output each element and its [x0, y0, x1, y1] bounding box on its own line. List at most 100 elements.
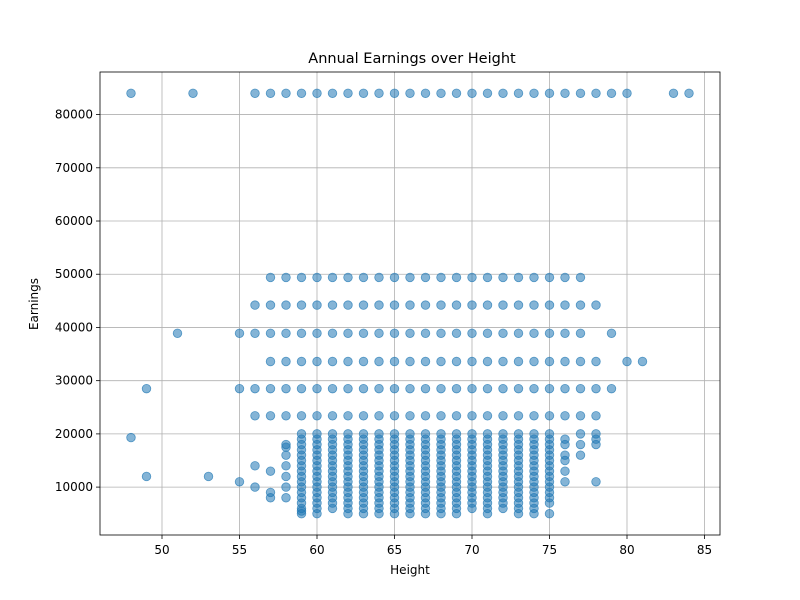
- data-point: [436, 300, 446, 310]
- data-point: [436, 272, 446, 283]
- data-point: [575, 356, 586, 367]
- data-point: [467, 300, 477, 310]
- data-point: [622, 88, 632, 98]
- data-point: [358, 411, 369, 421]
- data-point: [281, 356, 291, 367]
- data-point: [420, 300, 431, 310]
- data-point: [172, 328, 183, 339]
- data-point: [389, 383, 400, 394]
- y-tick-label: 20000: [55, 427, 93, 441]
- data-point: [513, 328, 524, 339]
- data-point: [296, 429, 307, 439]
- data-point: [544, 429, 555, 439]
- data-point: [482, 272, 493, 283]
- y-tick-label: 10000: [55, 480, 93, 494]
- data-point: [560, 434, 570, 444]
- data-point: [126, 432, 136, 443]
- data-point: [560, 450, 570, 460]
- data-point: [436, 429, 446, 439]
- data-point: [312, 429, 322, 439]
- data-point: [513, 429, 524, 439]
- data-point: [374, 383, 384, 394]
- data-point: [606, 88, 617, 98]
- y-tick-label: 40000: [55, 320, 93, 334]
- data-point: [575, 300, 586, 310]
- data-point: [312, 383, 322, 394]
- data-point: [343, 88, 353, 98]
- data-point: [467, 411, 477, 421]
- data-point: [498, 383, 508, 394]
- data-point: [312, 356, 322, 367]
- y-tick-label: 60000: [55, 214, 93, 228]
- data-point: [529, 272, 539, 283]
- data-point: [606, 328, 617, 339]
- data-point: [560, 477, 570, 487]
- data-point: [405, 411, 415, 421]
- data-point: [327, 411, 338, 421]
- data-point: [529, 429, 539, 439]
- data-point: [513, 272, 524, 283]
- data-point: [281, 88, 291, 98]
- data-point: [234, 477, 245, 487]
- x-tick-label: 60: [309, 543, 324, 557]
- data-point: [374, 328, 384, 339]
- data-point: [591, 411, 601, 421]
- data-point: [436, 88, 446, 98]
- data-point: [575, 328, 586, 339]
- data-point: [498, 328, 508, 339]
- data-point: [389, 88, 400, 98]
- data-point: [560, 383, 570, 394]
- data-point: [296, 272, 307, 283]
- data-point: [281, 328, 291, 339]
- data-point: [281, 383, 291, 394]
- data-point: [358, 356, 369, 367]
- data-point: [575, 88, 586, 98]
- data-point: [591, 383, 601, 394]
- data-point: [312, 411, 322, 421]
- data-point: [529, 300, 539, 310]
- data-point: [296, 411, 307, 421]
- data-point: [358, 272, 369, 283]
- data-point: [529, 411, 539, 421]
- data-point: [451, 88, 462, 98]
- x-tick-label: 80: [619, 543, 634, 557]
- data-point: [188, 88, 198, 98]
- data-point: [544, 509, 555, 519]
- data-point: [591, 88, 601, 98]
- data-point: [343, 383, 353, 394]
- x-tick-label: 55: [232, 543, 247, 557]
- data-point: [327, 300, 338, 310]
- data-point: [296, 300, 307, 310]
- data-point: [420, 272, 431, 283]
- data-point: [358, 429, 369, 439]
- data-point: [312, 88, 322, 98]
- data-point: [405, 88, 415, 98]
- data-point: [312, 300, 322, 310]
- data-point: [467, 328, 477, 339]
- data-point: [265, 272, 276, 283]
- data-point: [343, 429, 353, 439]
- data-point: [591, 300, 601, 310]
- data-point: [296, 88, 307, 98]
- data-point: [281, 471, 291, 482]
- data-point: [374, 88, 384, 98]
- data-point: [436, 356, 446, 367]
- data-point: [203, 471, 214, 482]
- data-point: [575, 383, 586, 394]
- data-point: [250, 383, 260, 394]
- data-point: [575, 429, 586, 439]
- data-point: [575, 411, 586, 421]
- data-point: [451, 383, 462, 394]
- data-point: [250, 300, 260, 310]
- data-point: [358, 300, 369, 310]
- data-point: [591, 356, 601, 367]
- data-point: [482, 411, 493, 421]
- data-point: [389, 356, 400, 367]
- data-point: [451, 411, 462, 421]
- data-point: [405, 300, 415, 310]
- data-point: [374, 356, 384, 367]
- data-point: [420, 88, 431, 98]
- data-point: [405, 356, 415, 367]
- data-point: [575, 450, 586, 460]
- data-point: [482, 356, 493, 367]
